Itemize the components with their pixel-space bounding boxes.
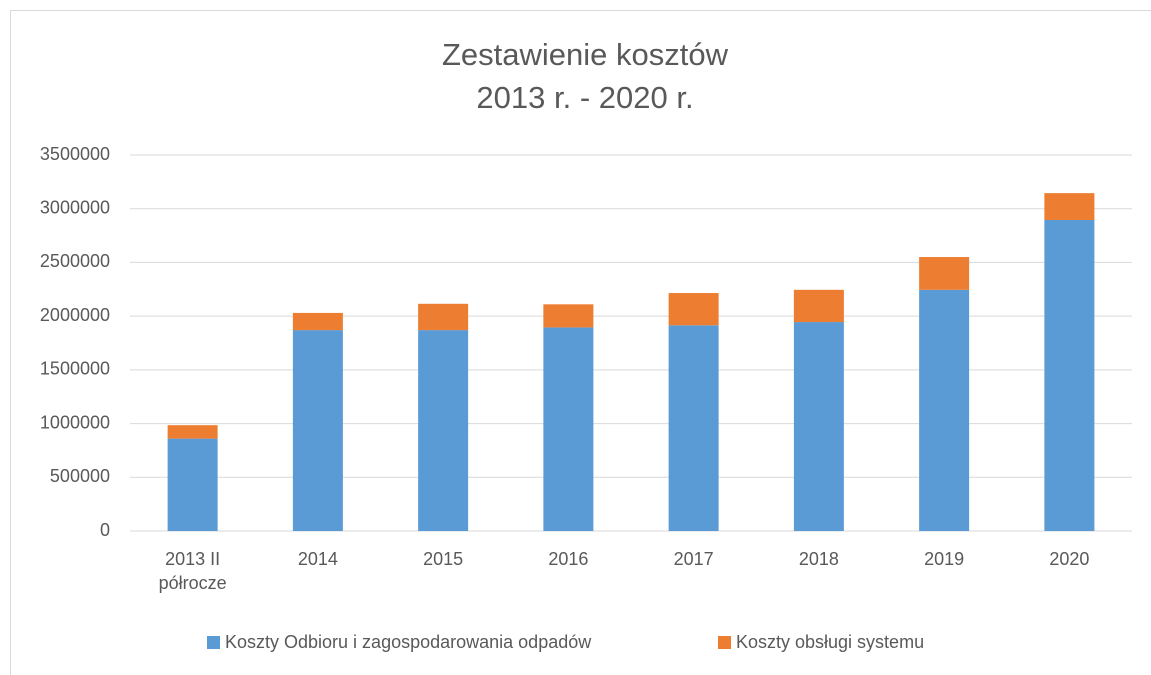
y-tick-label: 1000000 — [40, 412, 110, 432]
chart-frame — [10, 10, 1151, 675]
x-tick-label: 2020 — [1049, 549, 1090, 569]
y-tick-label: 0 — [100, 520, 110, 540]
bar-segment — [668, 293, 719, 326]
bar-segment — [543, 304, 594, 328]
bar-segment — [167, 425, 218, 439]
legend-label: Koszty Odbioru i zagospodarowania odpadó… — [225, 632, 592, 652]
bar-segment — [292, 330, 343, 531]
x-tick-label: 2018 — [798, 549, 839, 569]
bar-segment — [543, 327, 594, 531]
legend-swatch — [207, 636, 220, 649]
x-tick-label: 2013 II półrocze — [158, 549, 227, 593]
bar-segment — [668, 325, 719, 531]
chart-title: Zestawienie kosztów — [442, 37, 729, 72]
y-tick-label: 2000000 — [40, 305, 110, 325]
bar-segment — [919, 257, 970, 290]
bar-segment — [1044, 193, 1095, 220]
bar-segment — [167, 438, 218, 531]
legend-label: Koszty obsługi systemu — [736, 632, 924, 652]
y-tick-label: 2500000 — [40, 251, 110, 271]
x-tick-label: 2019 — [924, 549, 965, 569]
x-tick-label: 2015 — [423, 549, 464, 569]
x-tick-label: 2017 — [673, 549, 714, 569]
y-tick-label: 3500000 — [40, 144, 110, 164]
y-tick-label: 1500000 — [40, 359, 110, 379]
bar-segment — [793, 322, 844, 531]
x-tick-label: 2014 — [297, 549, 338, 569]
bar-segment — [1044, 219, 1095, 531]
bar-segment — [418, 303, 469, 331]
bar-segment — [418, 330, 469, 531]
y-tick-label: 500000 — [50, 466, 110, 486]
y-tick-label: 3000000 — [40, 197, 110, 217]
chart-title: 2013 r. - 2020 r. — [476, 80, 693, 115]
bar-segment — [793, 289, 844, 323]
x-tick-label: 2016 — [548, 549, 589, 569]
bar-segment — [292, 312, 343, 331]
bar-segment — [919, 289, 970, 531]
legend-swatch — [718, 636, 731, 649]
